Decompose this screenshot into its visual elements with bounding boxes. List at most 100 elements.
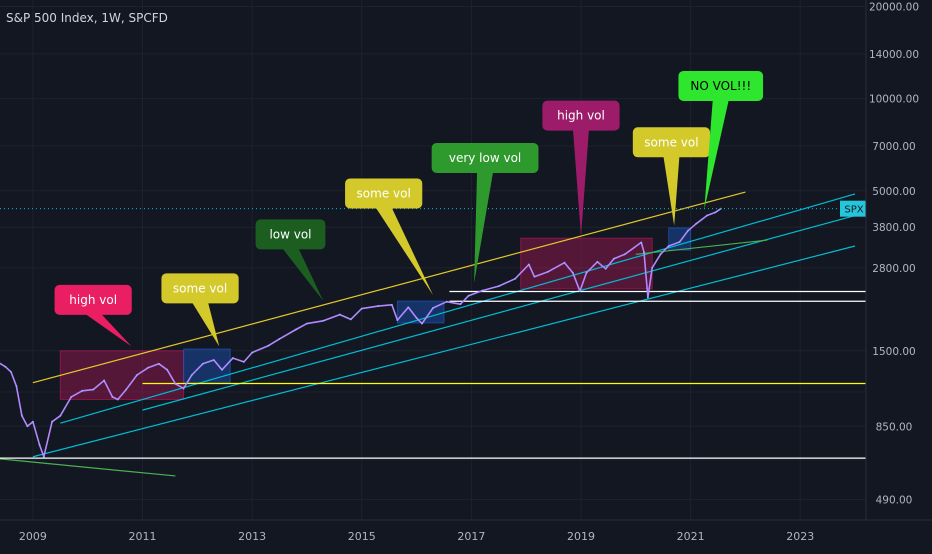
time-axis[interactable]: 2009 2011 2013 2015 2017 2019 2021 2023 [19,530,814,543]
price-point [31,420,34,423]
price-point [158,362,160,365]
volatility-zone [520,237,653,290]
price-point [421,322,423,325]
price-point [396,319,399,321]
price-point [360,307,363,310]
trendline [0,458,176,477]
annotation-bubble[interactable] [678,70,764,101]
price-point [646,296,649,299]
trendline [142,214,856,411]
price-tick-label: 490.00 [876,495,913,507]
annotation-bubble[interactable] [542,100,620,131]
price-point [42,455,45,458]
price-point [596,260,599,263]
volatility-zones [59,227,692,400]
price-point [221,368,223,371]
trendline [32,191,746,384]
annotation-callouts: high vol some vol low vol some vol very low … [54,70,764,347]
price-point [497,285,500,288]
price-point [4,365,7,368]
annotation-tail [375,207,433,296]
price-axis[interactable]: 20000.00 14000.00 10000.00 7000.00 5000.00 38… [869,1,919,506]
price-point [59,414,62,417]
annotation-bubble[interactable] [345,178,423,209]
price-point [190,374,193,376]
price-point [338,313,341,316]
price-point [349,318,352,321]
price-point [533,275,536,278]
annotation-bubble[interactable] [632,127,711,158]
annotation-text: NO VOL!!! [690,79,751,93]
price-point [10,370,12,373]
price-point [623,253,626,256]
time-tick-label: 2013 [238,530,266,543]
price-point [92,388,95,391]
annotation-text: high vol [69,293,117,307]
price-point [278,338,281,340]
price-tick-label: 850.00 [876,421,913,433]
annotation-tail [282,248,324,302]
annotation-tail [663,156,680,226]
time-tick-label: 2015 [348,530,376,543]
price-tick-label: 7000.00 [872,141,915,153]
annotation-text: some vol [644,135,698,149]
price-point [70,396,73,398]
price-point [714,211,717,214]
price-point [604,267,607,270]
price-point [667,245,670,247]
price-point [147,366,149,369]
price-point [467,294,470,297]
symbol-badge [840,200,868,217]
annotation-text: some vol [173,281,227,295]
price-point [212,359,215,361]
time-tick-label: 2017 [457,530,485,543]
annotation-bubble[interactable] [54,284,132,315]
price-point [514,277,517,280]
price-point [432,307,434,309]
price-point [38,443,41,446]
price-point [15,385,18,388]
price-point [686,229,689,232]
price-point [407,306,410,309]
price-point [251,351,254,354]
annotation-bubble[interactable] [255,219,326,250]
price-point [136,374,138,376]
annotation-tail [192,302,220,347]
price-point [116,398,119,401]
chart-title: S&P 500 Index, 1W, SPCFD [6,11,168,25]
price-point [571,271,574,274]
price-point [174,382,177,385]
symbol-label: SPX [844,205,863,216]
price-tick-label: 5000.00 [872,186,915,198]
grid-lines [0,0,866,520]
price-point [21,414,23,417]
price-point [585,271,588,274]
time-tick-label: 2023 [786,530,814,543]
price-point [445,300,448,303]
trendlines [0,191,856,477]
price-axis-background[interactable] [866,0,932,520]
price-point [81,389,84,392]
price-point [706,214,708,217]
price-series [0,207,722,458]
price-tick-label: 20000.00 [869,1,919,13]
time-axis-background[interactable] [0,520,932,550]
price-point [547,270,550,273]
annotation-tail [572,129,589,237]
price-point [643,251,645,254]
price-point [267,344,270,347]
price-point [111,396,114,398]
trendline [60,193,856,424]
price-point [26,425,29,428]
time-tick-label: 2011 [129,530,157,543]
annotation-bubble[interactable] [431,142,539,173]
annotation-text: low vol [269,227,311,241]
price-point [528,263,530,266]
annotation-bubble[interactable] [161,273,239,304]
price-point [322,319,325,322]
annotation-text: very low vol [449,151,521,165]
price-tick-label: 14000.00 [869,49,919,61]
